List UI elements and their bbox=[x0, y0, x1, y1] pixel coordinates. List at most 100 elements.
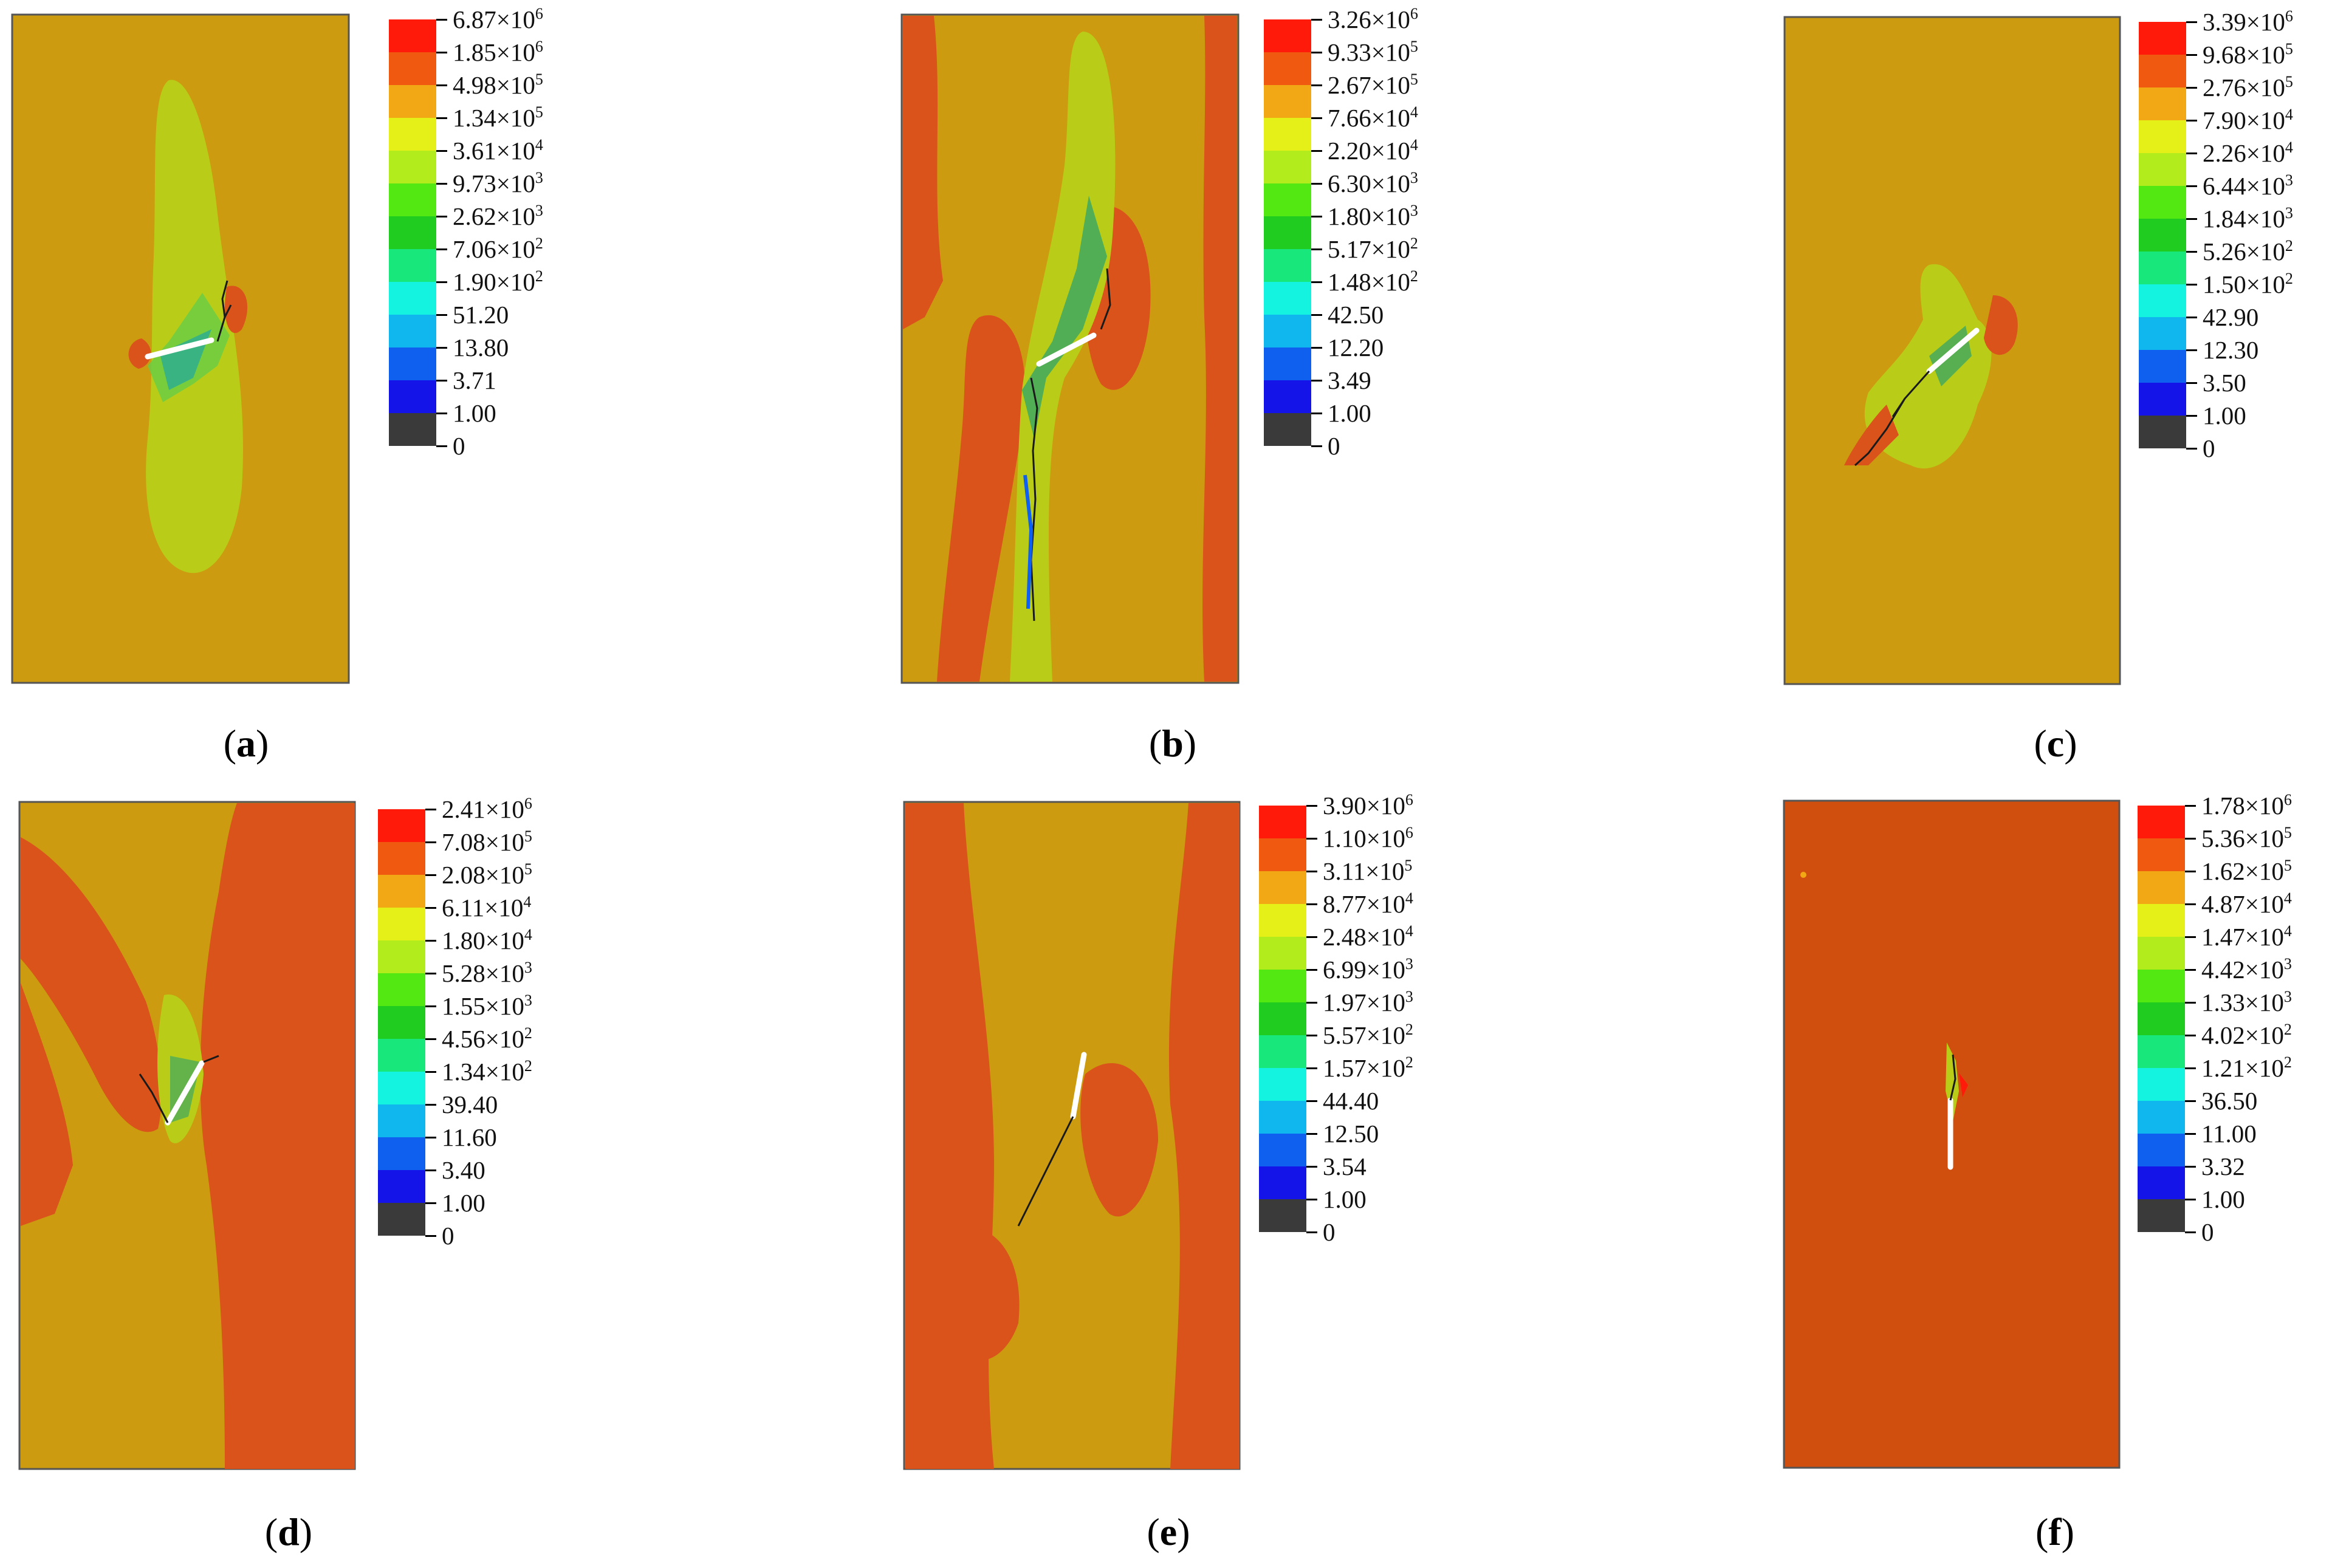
legend-label: 51.20 bbox=[453, 301, 509, 329]
legend-swatch bbox=[378, 809, 425, 842]
legend-label: 2.62×103 bbox=[453, 202, 543, 230]
legend-tick bbox=[1311, 52, 1322, 53]
legend-label: 2.26×104 bbox=[2203, 139, 2293, 167]
legend-swatch bbox=[2139, 153, 2186, 186]
legend-label: 0 bbox=[2203, 434, 2215, 462]
legend-label: 1.80×103 bbox=[1328, 202, 1418, 230]
legend-swatch bbox=[1259, 1101, 1306, 1134]
legend-tick bbox=[2186, 349, 2197, 351]
legend-tick bbox=[1306, 1199, 1317, 1200]
legend-label: 3.50 bbox=[2203, 369, 2246, 397]
legend-label: 3.90×106 bbox=[1323, 791, 1413, 820]
legend-label: 0 bbox=[1328, 432, 1340, 460]
legend-tick bbox=[1306, 871, 1317, 872]
legend-label: 42.90 bbox=[2203, 303, 2259, 331]
legend-tick bbox=[2185, 1199, 2196, 1200]
contour-plot-e bbox=[903, 801, 1241, 1470]
legend-swatch bbox=[389, 380, 436, 413]
legend-label: 1.90×102 bbox=[453, 267, 543, 296]
legend-label: 3.26×106 bbox=[1328, 5, 1418, 33]
legend-swatch bbox=[2139, 22, 2186, 55]
legend-swatch bbox=[378, 1170, 425, 1203]
legend-tick bbox=[436, 19, 447, 21]
legend-swatch bbox=[1264, 282, 1311, 315]
legend-tick bbox=[2185, 838, 2196, 840]
legend-swatch bbox=[2138, 1134, 2185, 1166]
legend-swatch bbox=[1264, 216, 1311, 249]
legend-label: 1.57×102 bbox=[1323, 1053, 1413, 1082]
legend-label: 12.20 bbox=[1328, 334, 1384, 361]
legend-tick bbox=[1311, 314, 1322, 316]
legend-swatch bbox=[378, 1006, 425, 1039]
legend-swatch bbox=[378, 1137, 425, 1170]
legend-swatch bbox=[1264, 249, 1311, 282]
legend-tick bbox=[1311, 347, 1322, 349]
legend-label: 7.06×102 bbox=[453, 235, 543, 263]
legend-swatch bbox=[389, 52, 436, 85]
legend-label: 1.00 bbox=[2201, 1185, 2245, 1213]
contour-plot-d bbox=[18, 801, 356, 1470]
legend-tick bbox=[1306, 1067, 1317, 1069]
legend-tick bbox=[1306, 1035, 1317, 1036]
legend-tick bbox=[2186, 54, 2197, 56]
legend-tick bbox=[2186, 251, 2197, 253]
legend-swatch bbox=[378, 908, 425, 940]
legend-label: 1.00 bbox=[442, 1189, 485, 1217]
legend-label: 4.98×105 bbox=[453, 70, 543, 99]
legend-swatch bbox=[2139, 317, 2186, 350]
legend-swatch bbox=[2138, 1068, 2185, 1101]
legend-tick bbox=[1306, 805, 1317, 807]
legend-swatch bbox=[1264, 19, 1311, 52]
legend-tick bbox=[2185, 805, 2196, 807]
legend-tick bbox=[1311, 183, 1322, 185]
legend-tick bbox=[1311, 117, 1322, 119]
legend-swatch bbox=[2138, 904, 2185, 937]
legend-tick bbox=[2186, 87, 2197, 89]
legend-label: 7.08×105 bbox=[442, 827, 532, 856]
legend-swatch bbox=[378, 1104, 425, 1137]
legend-label: 1.84×103 bbox=[2203, 204, 2293, 233]
legend-tick bbox=[425, 973, 436, 974]
legend-label: 3.61×104 bbox=[453, 136, 543, 165]
legend-label: 7.90×104 bbox=[2203, 106, 2293, 134]
legend-label: 5.36×105 bbox=[2201, 824, 2292, 852]
legend-label: 2.08×105 bbox=[442, 860, 532, 889]
legend-swatch bbox=[1264, 52, 1311, 85]
legend-swatch bbox=[389, 216, 436, 249]
legend-tick bbox=[1311, 150, 1322, 152]
legend-swatch bbox=[1264, 183, 1311, 216]
legend-tick bbox=[436, 445, 447, 447]
legend-label: 5.26×102 bbox=[2203, 237, 2293, 265]
contour-plot-f bbox=[1783, 799, 2121, 1469]
legend-swatch bbox=[378, 1039, 425, 1072]
legend-swatch bbox=[389, 118, 436, 151]
legend-swatch bbox=[378, 875, 425, 908]
legend-swatch bbox=[389, 85, 436, 118]
caption-c: (c) bbox=[2034, 722, 2077, 765]
legend-swatch bbox=[389, 347, 436, 380]
legend-label: 4.87×104 bbox=[2201, 889, 2292, 918]
legend-label: 3.11×105 bbox=[1323, 857, 1413, 885]
legend-swatch bbox=[1259, 1068, 1306, 1101]
legend-swatch bbox=[1259, 1134, 1306, 1166]
legend-tick bbox=[425, 1104, 436, 1106]
legend-label: 5.17×102 bbox=[1328, 235, 1418, 263]
legend-label: 3.40 bbox=[442, 1156, 485, 1184]
legend-swatch bbox=[2139, 120, 2186, 153]
legend-swatch bbox=[389, 249, 436, 282]
legend-tick bbox=[2186, 284, 2197, 286]
legend-tick bbox=[1311, 216, 1322, 217]
legend-label: 1.85×106 bbox=[453, 38, 543, 66]
legend-label: 1.47×104 bbox=[2201, 922, 2292, 951]
legend-swatch bbox=[389, 151, 436, 183]
legend-swatch bbox=[2138, 1166, 2185, 1199]
legend-label: 1.33×103 bbox=[2201, 988, 2292, 1016]
legend-tick bbox=[436, 183, 447, 185]
legend-label: 13.80 bbox=[453, 334, 509, 361]
legend-swatch bbox=[378, 973, 425, 1006]
legend-label: 42.50 bbox=[1328, 301, 1384, 329]
legend-label: 1.62×105 bbox=[2201, 857, 2292, 885]
legend-tick bbox=[2185, 936, 2196, 938]
legend-tick bbox=[436, 281, 447, 283]
legend-swatch bbox=[1264, 413, 1311, 446]
